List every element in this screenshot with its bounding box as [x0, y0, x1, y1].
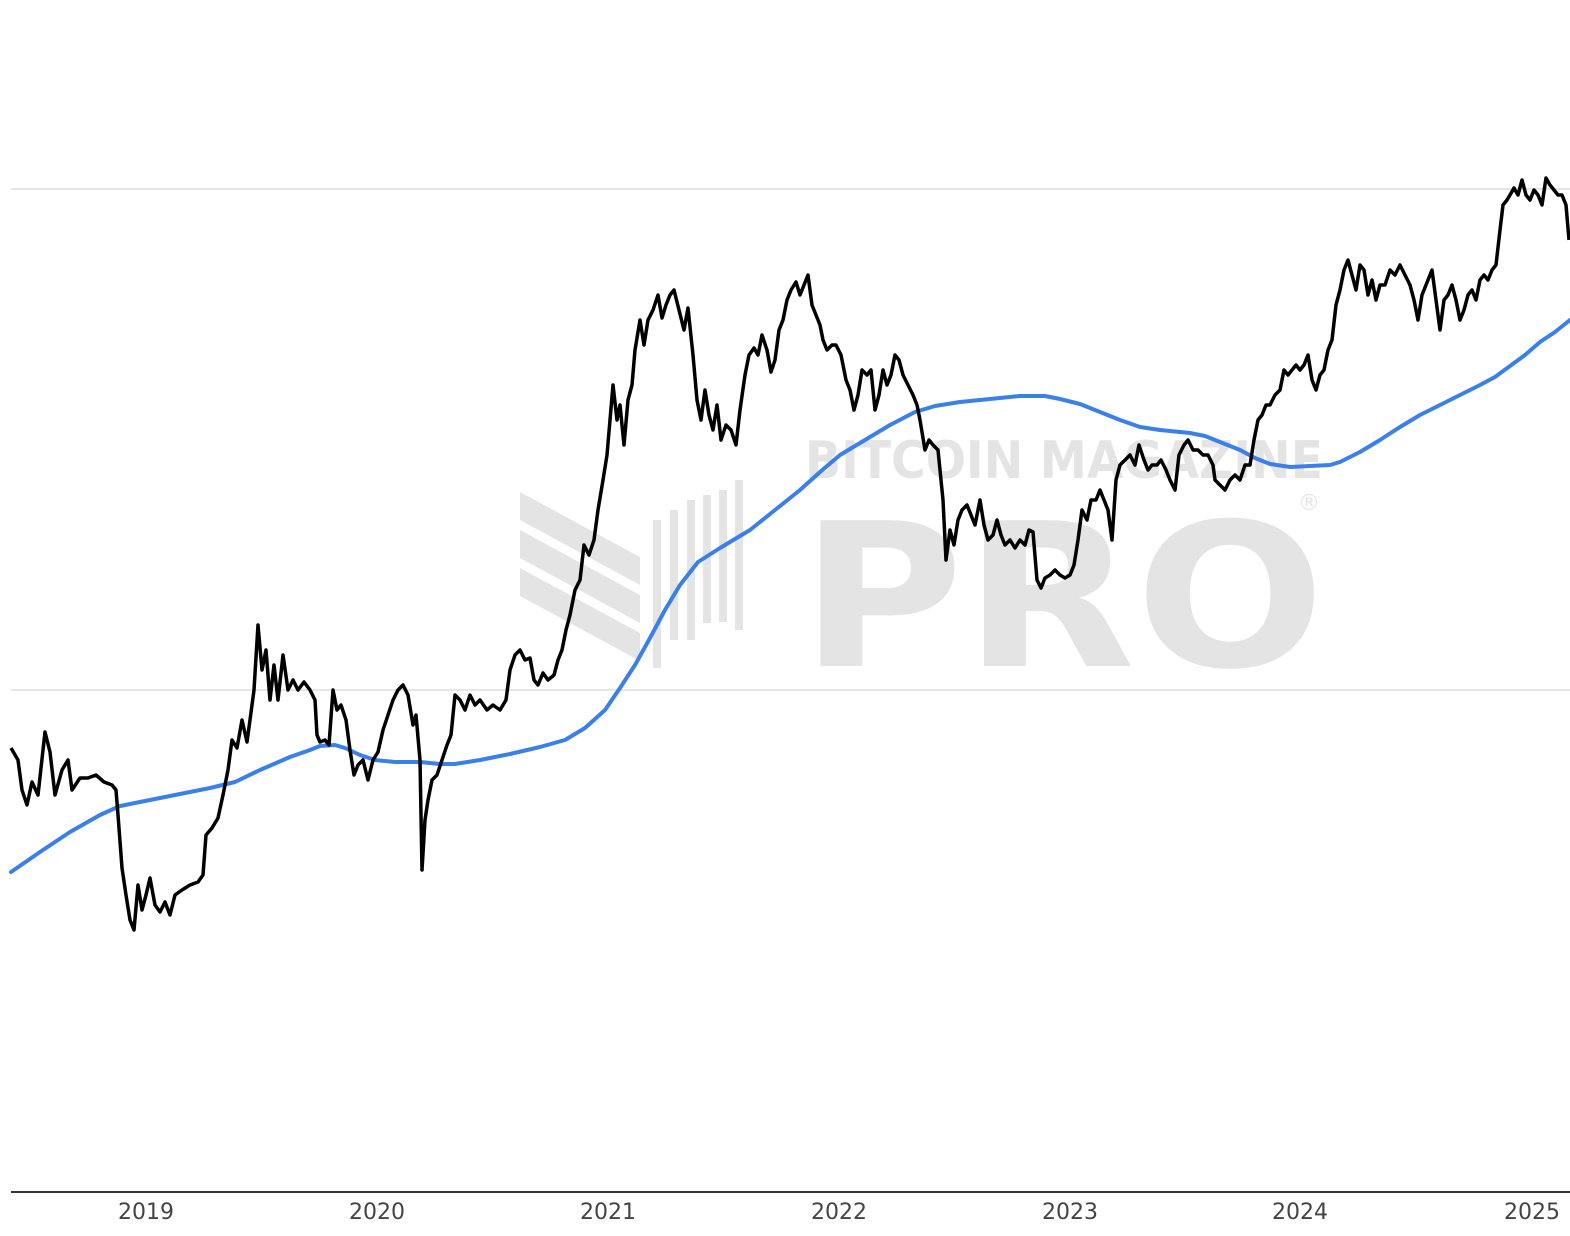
- x-tick-label: 2025: [1504, 1200, 1560, 1225]
- x-tick-label: 2024: [1272, 1200, 1328, 1225]
- watermark-main-text: PRO: [800, 481, 1325, 714]
- x-tick-label: 2019: [118, 1200, 174, 1225]
- watermark-top-text: BITCOIN MAGAZINE: [805, 431, 1323, 491]
- x-tick-label: 2022: [811, 1200, 867, 1225]
- watermark-logo-icon: [520, 480, 743, 668]
- watermark: BITCOIN MAGAZINE PRO ®: [520, 431, 1325, 714]
- watermark-registered-mark: ®: [1298, 491, 1320, 516]
- x-tick-label: 2020: [349, 1200, 405, 1225]
- x-tick-label: 2021: [580, 1200, 636, 1225]
- moving-average-line: [9, 318, 1570, 874]
- gridlines: [11, 188, 1570, 691]
- price-line: [9, 176, 1570, 932]
- x-tick-label: 2023: [1042, 1200, 1098, 1225]
